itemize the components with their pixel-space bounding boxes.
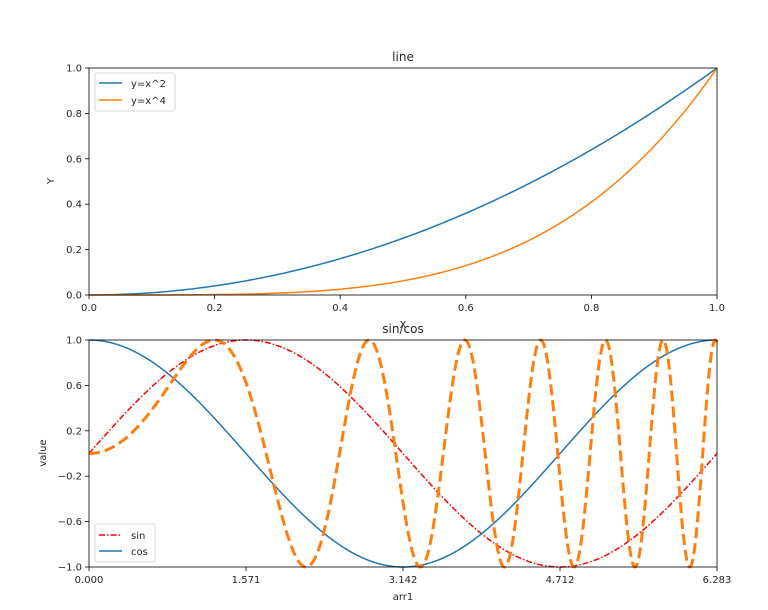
svg-text:0.2: 0.2 [66,245,82,256]
svg-text:6.283: 6.283 [703,575,732,586]
bottom-xlabel: arr1 [393,592,414,603]
legend-label-x2: y=x^2 [131,79,166,90]
top-title: line [392,50,414,64]
bottom-axes: 0.000 1.571 3.142 4.712 6.283 −1.0 −0.6 −0.2 0.… [38,322,731,603]
bottom-ylabel: value [38,439,49,466]
top-legend: y=x^2 y=x^4 [94,72,176,112]
svg-text:−0.6: −0.6 [58,517,82,528]
svg-text:1.0: 1.0 [66,336,82,347]
svg-text:1.571: 1.571 [232,575,261,586]
bottom-y-ticks: −1.0 −0.6 −0.2 0.2 0.6 1.0 [58,336,89,574]
svg-text:−1.0: −1.0 [58,563,82,574]
svg-text:4.712: 4.712 [546,575,575,586]
top-ylabel: Y [46,177,57,185]
svg-text:−0.2: −0.2 [58,472,82,483]
bottom-legend: sin cos [94,523,156,563]
svg-text:0.2: 0.2 [66,426,82,437]
svg-text:0.8: 0.8 [583,303,599,314]
svg-text:0.6: 0.6 [66,381,82,392]
legend-label-cos: cos [131,547,148,558]
svg-text:0.2: 0.2 [207,303,223,314]
top-y-ticks: 0.0 0.2 0.4 0.6 0.8 1.0 [66,64,89,302]
series-line [88,67,718,296]
svg-text:0.0: 0.0 [66,291,82,302]
svg-text:1.0: 1.0 [709,303,725,314]
top-x-ticks: 0.0 0.2 0.4 0.6 0.8 1.0 [81,295,725,314]
series-line [89,338,719,569]
svg-text:0.6: 0.6 [458,303,474,314]
svg-text:0.0: 0.0 [81,303,97,314]
legend-label-sin: sin [131,531,145,542]
svg-text:0.4: 0.4 [66,200,82,211]
svg-text:3.142: 3.142 [389,575,418,586]
svg-text:0.4: 0.4 [332,303,348,314]
bottom-x-ticks: 0.000 1.571 3.142 4.712 6.283 [75,567,732,586]
svg-text:0.8: 0.8 [66,109,82,120]
svg-text:0.000: 0.000 [75,575,104,586]
legend-label-x4: y=x^4 [131,96,166,107]
bottom-title: sin/cos [382,322,423,336]
top-axes: 0.0 0.2 0.4 0.6 0.8 1.0 0.0 0.2 0.4 0.6 0.8 1.0 li… [46,50,725,331]
svg-text:1.0: 1.0 [66,64,82,75]
series-line [88,339,718,568]
top-xlabel: X [400,320,407,331]
svg-text:0.6: 0.6 [66,154,82,165]
